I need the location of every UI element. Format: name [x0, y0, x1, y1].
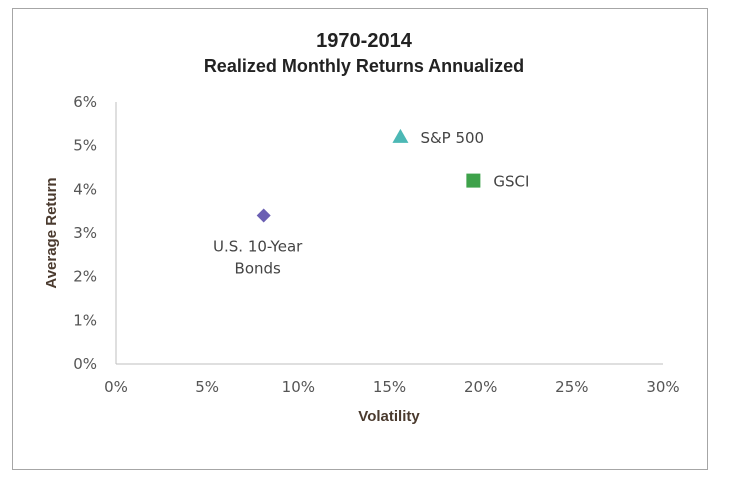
- x-tick-label: 30%: [646, 378, 679, 396]
- chart-frame: [12, 8, 708, 470]
- point-label: Bonds: [235, 260, 281, 278]
- point-square-marker: [466, 173, 481, 188]
- y-tick-label: 1%: [73, 311, 97, 329]
- point-label: GSCI: [493, 173, 529, 191]
- data-points: U.S. 10-Year Bonds S&P 500 GSCI: [213, 128, 529, 278]
- y-tick-label: 6%: [73, 93, 97, 111]
- point-diamond-marker: [256, 208, 271, 223]
- x-tick-labels: 0% 5% 10% 15% 20% 25% 30%: [104, 378, 680, 396]
- point-label: U.S. 10-Year: [213, 238, 303, 256]
- x-tick-label: 5%: [195, 378, 219, 396]
- x-tick-label: 15%: [373, 378, 406, 396]
- x-tick-label: 0%: [104, 378, 128, 396]
- y-tick-label: 2%: [73, 268, 97, 286]
- y-tick-label: 4%: [73, 180, 97, 198]
- x-tick-label: 25%: [555, 378, 588, 396]
- x-tick-label: 10%: [282, 378, 315, 396]
- x-tick-label: 20%: [464, 378, 497, 396]
- chart-title: 1970-2014: [316, 30, 413, 52]
- y-axis-label: Average Return: [43, 177, 60, 288]
- y-tick-label: 0%: [73, 355, 97, 373]
- point-label: S&P 500: [420, 129, 484, 147]
- y-tick-label: 5%: [73, 137, 97, 155]
- point-triangle-marker: [392, 128, 409, 143]
- chart-subtitle: Realized Monthly Returns Annualized: [204, 56, 524, 76]
- y-tick-labels: 0% 1% 2% 3% 4% 5% 6%: [73, 93, 97, 373]
- x-axis-label: Volatility: [358, 408, 420, 425]
- y-tick-label: 3%: [73, 224, 97, 242]
